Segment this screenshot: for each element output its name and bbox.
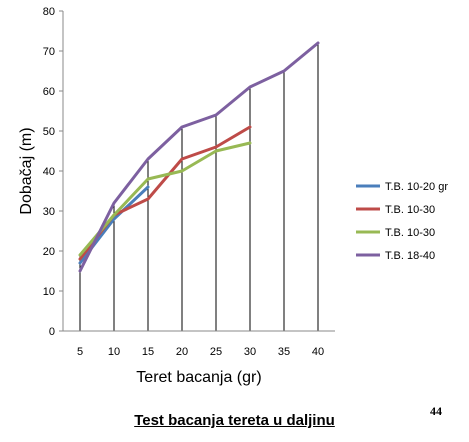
- legend-label: T.B. 10-20 gr: [385, 181, 448, 193]
- y-tick-label: 50: [43, 126, 55, 138]
- y-axis-title: Dobačaj (m): [18, 127, 35, 214]
- drop-lines: [79, 43, 319, 331]
- y-axis-ticks: 0 10 20 30 40 50 60 70 80: [43, 6, 63, 338]
- series-line-3: [78, 141, 252, 257]
- x-tick-label: 30: [244, 346, 256, 358]
- x-tick-label: 10: [108, 346, 120, 358]
- x-axis-ticks: 5 10 15 20 25 30 35 40: [77, 346, 324, 358]
- x-tick-label: 25: [210, 346, 222, 358]
- y-tick-label: 70: [43, 46, 55, 58]
- legend-label: T.B. 10-30: [385, 227, 435, 239]
- y-tick-label: 40: [43, 166, 55, 178]
- series-line-2: [78, 125, 252, 261]
- legend: T.B. 10-20 gr T.B. 10-30 T.B. 10-30 T.B. 18…: [356, 181, 448, 262]
- legend-label: T.B. 10-30: [385, 204, 435, 216]
- x-tick-label: 20: [176, 346, 188, 358]
- y-tick-label: 0: [49, 326, 55, 338]
- series-line-4: [78, 41, 320, 273]
- figure-caption: Test bacanja tereta u daljinu: [134, 412, 335, 429]
- y-tick-label: 20: [43, 246, 55, 258]
- y-tick-label: 10: [43, 286, 55, 298]
- x-axis-title: Teret bacanja (gr): [136, 369, 261, 386]
- x-tick-label: 35: [278, 346, 290, 358]
- legend-label: T.B. 18-40: [385, 250, 435, 262]
- line-chart: 0 10 20 30 40 50 60 70 80 5 10 15 20 25 30 35 40 T.B. 1…: [18, 6, 448, 386]
- page-number: 44: [430, 404, 442, 418]
- x-tick-label: 5: [77, 346, 83, 358]
- x-tick-label: 40: [312, 346, 324, 358]
- series-lines: [78, 41, 320, 273]
- x-tick-label: 15: [142, 346, 154, 358]
- y-tick-label: 60: [43, 86, 55, 98]
- y-tick-label: 80: [43, 6, 55, 18]
- y-tick-label: 30: [43, 206, 55, 218]
